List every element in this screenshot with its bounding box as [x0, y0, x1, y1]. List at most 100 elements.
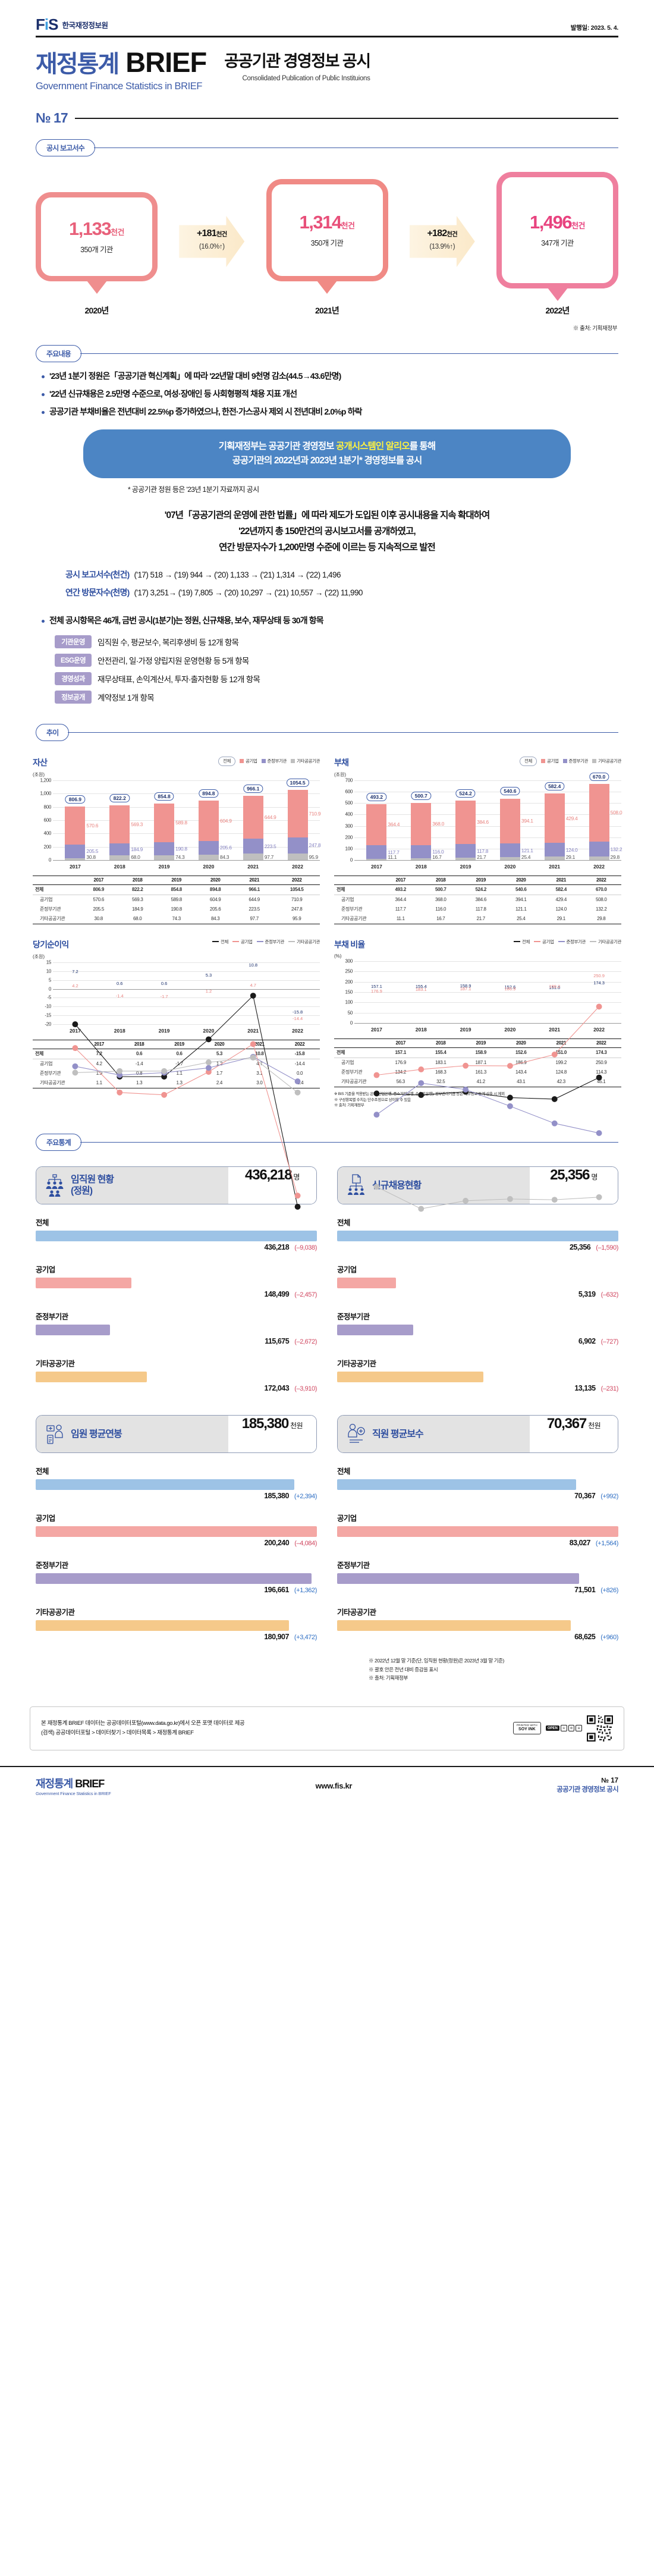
chart-unit: (조원): [33, 771, 45, 777]
bar-total-label: 540.6: [500, 787, 520, 796]
stat-card: 신규채용현황 25,356 명: [337, 1166, 618, 1205]
chart-note: ※ 구성항목별 수치는 단수조정으로 상이할 수 있음: [334, 1097, 411, 1102]
year-label-0: 2020년: [84, 306, 109, 315]
footer-issue-no: № 17: [601, 1777, 618, 1785]
stat-note: ※ 괄호 안은 전년 대비 증감을 표시: [369, 1666, 438, 1673]
measure-bar-track: [337, 1372, 618, 1383]
table-cell: 41.2: [461, 1077, 501, 1087]
measure-bar-delta: (–727): [600, 1338, 619, 1346]
table-cell: 569.3: [131, 897, 143, 903]
table-cell: 161.3: [475, 1069, 487, 1075]
header-rule: [36, 36, 618, 37]
line-marker: [551, 1051, 558, 1058]
legend-swatch-icon: [240, 759, 244, 764]
table-header-row: 2017 2018 2019 2020 2021 2022: [33, 1039, 320, 1049]
page-footer: 재정통계 BRIEF Government Finance Statistics…: [0, 1765, 654, 1814]
center-paragraph: '07년「공공기관의 운영에 관한 법률」에 따라 제도가 도입된 이후 공시내…: [0, 507, 654, 556]
topic-subtitle: Consolidated Publication of Public Insti…: [242, 74, 370, 82]
table-row-label: 준정부기관: [341, 1069, 363, 1075]
y-tick-label: -20: [45, 1021, 51, 1027]
bar-column: 806.9 570.6 205.5 30.8: [65, 780, 98, 860]
table-row-label: 준정부기관: [40, 1071, 61, 1077]
measure-bar-value: 13,135: [574, 1384, 596, 1393]
gridline: [354, 971, 621, 972]
year-label-2: 2022년: [545, 306, 570, 315]
legend-line-icon: [212, 941, 219, 943]
bar-label-pub: 394.1: [521, 818, 533, 824]
table-header-cell: 2017: [381, 875, 421, 885]
y-tick-label: 400: [43, 830, 52, 836]
stat-note: ※ 출처: 기획재정부: [369, 1675, 408, 1681]
measure-bar-label: 전체: [337, 1219, 350, 1228]
gridline: [53, 971, 320, 972]
x-tick-label: 2020: [203, 863, 215, 870]
measure-bar-delta: (–9,038): [294, 1244, 317, 1252]
table-cell: 143.4: [515, 1069, 527, 1075]
stat-card-value: 436,218: [245, 1167, 293, 1184]
table-header-cell: 2021: [239, 1039, 280, 1049]
measure-bar-track: [36, 1278, 317, 1289]
line-marker: [418, 1066, 425, 1072]
bubble-chart-group: 1,133천건 350개 기관 +181천건 (16.0%↑) 1,314천건 …: [0, 156, 654, 301]
table-row-label: 공기업: [40, 897, 53, 903]
x-tick-label: 2022: [593, 863, 605, 870]
measure-bar: 준정부기관 71,501 (+826): [337, 1559, 618, 1594]
measure-bar: 기타공공기관 13,135 (–231): [337, 1357, 618, 1392]
title-subtitle-en: Government Finance Statistics in BRIEF: [36, 81, 203, 92]
measure-bar-value: 148,499: [264, 1290, 290, 1299]
x-tick-label: 2018: [415, 1026, 427, 1033]
table-cell: 97.7: [234, 914, 274, 924]
bar-column: 894.8 604.9 205.6 84.3: [198, 780, 232, 860]
legend-line-icon: [232, 941, 239, 943]
gridline: [354, 814, 621, 815]
table-header-cell: 2021: [234, 875, 274, 885]
line-series-svg: [72, 993, 301, 1210]
bubble-tail: [317, 281, 337, 294]
measure-bar-values: 70,367 (+992): [337, 1492, 618, 1500]
table-cell: 508.0: [595, 897, 607, 903]
line-data-label: 0.6: [117, 980, 123, 986]
table-row: 준정부기관 117.7 116.0 117.8 121.1 124.0 132.2: [334, 905, 621, 914]
key-stats-row-2: 임원 평균연봉 185,380 천원 전체 185,380 (+2,394) 공기업 200,…: [36, 1415, 618, 1641]
table-row-label: 기타공공기관: [33, 1078, 79, 1088]
category-row: 기관운영 임직원 수, 평균보수, 복리후생비 등 12개 항목: [42, 635, 618, 648]
line-data-label: -1.4: [115, 993, 124, 999]
table-cell: 205.5: [93, 906, 104, 912]
bubble-sub-0: 350개 기관: [80, 245, 113, 254]
bar-segment-other: [411, 858, 432, 860]
bar-segment-other: [499, 857, 520, 860]
x-tick-label: 2022: [292, 863, 303, 870]
measure-bar-label: 준정부기관: [36, 1561, 68, 1570]
measure-bar-fill: [36, 1526, 317, 1538]
y-tick-label: 10: [46, 968, 52, 974]
bar-label-semi: 223.5: [264, 843, 276, 849]
measure-bar-fill: [337, 1278, 397, 1289]
bar-label-other: 95.9: [309, 854, 319, 860]
bar-total-label: 822.2: [109, 794, 130, 803]
line-marker: [507, 1063, 513, 1069]
footer-url[interactable]: www.fis.kr: [315, 1781, 353, 1790]
stat-column: 직원 평균보수 70,367 천원 전체 70,367 (+992) 공기업 83,027 (+…: [337, 1415, 618, 1641]
bullet-text: 공공기관 부채비율은 전년대비 22.5%p 증가하였으나, 한전·가스공사 제…: [49, 406, 362, 416]
chart-net-income: 당기순이익 전체 공기업 준정부기관 기타공공기관 (조원) 15 10 5 0 -5 -…: [33, 939, 320, 1210]
line-marker: [507, 1103, 513, 1109]
line-marker: [161, 1091, 168, 1098]
bullet-dot-icon: [42, 375, 45, 378]
table-cell: 16.7: [420, 914, 461, 924]
stat-column: 임직원 현황 (정원) 436,218 명 전체 436,218 (–9,038) 공기업 14…: [36, 1166, 317, 1392]
line-data-label: 158.9: [460, 983, 471, 989]
gridline: [354, 992, 621, 993]
table-cell: 7.2: [79, 1049, 120, 1059]
table-cell: 190.8: [171, 906, 182, 912]
bar-segment-pub: [287, 790, 308, 837]
stat-card-left: 임직원 현황 (정원): [36, 1167, 228, 1204]
gridlines: [53, 962, 320, 1025]
table-cell: 124.8: [555, 1069, 567, 1075]
line-data-label: 152.6: [504, 984, 516, 990]
measure-bar-fill: [36, 1479, 295, 1491]
line-path: [376, 1083, 599, 1133]
bar-label-other: 16.7: [432, 854, 442, 860]
arrow-delta-0: +181: [196, 228, 217, 239]
bar-column: 493.2 364.4 117.7 11.1: [366, 780, 400, 860]
